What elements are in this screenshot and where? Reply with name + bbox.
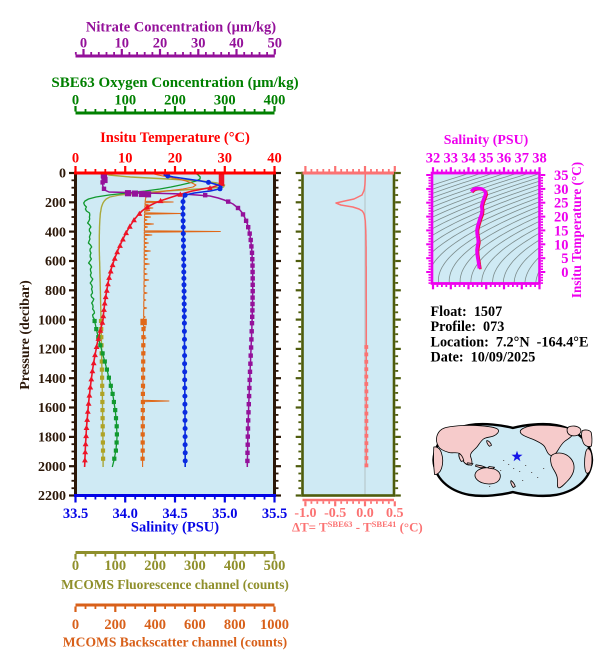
svg-text:Salinity (PSU): Salinity (PSU) xyxy=(131,520,219,536)
svg-text:MCOMS Backscatter channel (cou: MCOMS Backscatter channel (counts) xyxy=(63,635,287,651)
svg-text:34.5: 34.5 xyxy=(162,506,187,522)
svg-text:MCOMS Fluorescence channel (co: MCOMS Fluorescence channel (counts) xyxy=(61,577,289,592)
svg-text:200: 200 xyxy=(144,558,166,574)
svg-text:1000: 1000 xyxy=(260,617,289,633)
svg-text:100: 100 xyxy=(114,93,136,109)
svg-text:-1.0: -1.0 xyxy=(294,506,316,521)
svg-text:300: 300 xyxy=(214,93,236,109)
svg-text:0: 0 xyxy=(561,265,568,281)
svg-text:1600: 1600 xyxy=(38,401,66,416)
svg-text:35: 35 xyxy=(479,151,494,167)
svg-text:1000: 1000 xyxy=(38,313,66,328)
svg-text:300: 300 xyxy=(184,558,206,574)
svg-text:Salinity (PSU): Salinity (PSU) xyxy=(444,133,529,148)
svg-text:50: 50 xyxy=(268,36,283,52)
svg-text:400: 400 xyxy=(224,558,246,574)
svg-text:2200: 2200 xyxy=(38,489,66,504)
svg-text:2000: 2000 xyxy=(38,460,66,475)
svg-text:Insitu Temperature (°C): Insitu Temperature (°C) xyxy=(569,162,584,298)
svg-text:38: 38 xyxy=(532,151,547,167)
svg-text:800: 800 xyxy=(45,284,66,299)
svg-text:15: 15 xyxy=(554,223,569,239)
svg-text:25: 25 xyxy=(554,196,569,212)
svg-text:1200: 1200 xyxy=(38,343,66,358)
svg-text:400: 400 xyxy=(45,225,66,240)
svg-text:-0.5: -0.5 xyxy=(324,506,346,521)
svg-text:0: 0 xyxy=(72,558,79,574)
svg-text:400: 400 xyxy=(264,93,286,109)
svg-text:500: 500 xyxy=(264,558,286,574)
svg-text:0: 0 xyxy=(59,167,66,182)
svg-text:30: 30 xyxy=(191,36,206,52)
svg-text:32: 32 xyxy=(426,151,441,167)
svg-text:30: 30 xyxy=(554,182,569,198)
svg-text:35.5: 35.5 xyxy=(262,506,287,522)
svg-text:Pressure (decibar): Pressure (decibar) xyxy=(18,280,33,390)
svg-text:40: 40 xyxy=(267,151,282,167)
svg-text:600: 600 xyxy=(45,255,66,270)
svg-text:37: 37 xyxy=(515,151,530,167)
svg-text:SBE63 Oxygen Concentration (μm: SBE63 Oxygen Concentration (μm/kg) xyxy=(51,75,298,91)
svg-text:200: 200 xyxy=(164,93,186,109)
svg-text:0.5: 0.5 xyxy=(386,506,404,521)
svg-text:200: 200 xyxy=(45,196,66,211)
svg-text:36: 36 xyxy=(497,151,512,167)
svg-text:Nitrate Concentration (μm/kg): Nitrate Concentration (μm/kg) xyxy=(86,20,276,36)
svg-text:0.0: 0.0 xyxy=(356,506,374,521)
svg-text:Insitu Temperature (°C): Insitu Temperature (°C) xyxy=(100,130,250,146)
svg-text:10: 10 xyxy=(554,237,569,253)
svg-text:0: 0 xyxy=(72,617,79,633)
svg-text:ΔT= TSBE63 - TSBE41 (°C): ΔT= TSBE63 - TSBE41 (°C) xyxy=(292,519,423,534)
svg-text:Float: 1507: Float: 1507 xyxy=(431,304,503,320)
svg-text:Location: 7.2°N -164.4°E: Location: 7.2°N -164.4°E xyxy=(431,335,589,351)
svg-text:Date: 10/09/2025: Date: 10/09/2025 xyxy=(431,350,536,366)
svg-text:10: 10 xyxy=(115,36,130,52)
svg-text:35.0: 35.0 xyxy=(212,506,237,522)
svg-text:5: 5 xyxy=(561,251,568,267)
svg-text:10: 10 xyxy=(118,151,133,167)
svg-text:34: 34 xyxy=(461,151,476,167)
svg-text:33.5: 33.5 xyxy=(63,506,88,522)
svg-text:20: 20 xyxy=(168,151,183,167)
svg-text:34.0: 34.0 xyxy=(113,506,138,522)
svg-text:1800: 1800 xyxy=(38,431,66,446)
svg-text:600: 600 xyxy=(184,617,206,633)
svg-text:40: 40 xyxy=(229,36,244,52)
svg-text:30: 30 xyxy=(218,151,233,167)
svg-text:0: 0 xyxy=(72,151,79,167)
svg-text:200: 200 xyxy=(104,617,126,633)
svg-text:33: 33 xyxy=(444,151,459,167)
svg-text:0: 0 xyxy=(80,36,87,52)
svg-text:400: 400 xyxy=(144,617,166,633)
svg-text:100: 100 xyxy=(104,558,126,574)
svg-text:20: 20 xyxy=(554,210,569,226)
svg-text:800: 800 xyxy=(224,617,246,633)
svg-text:35: 35 xyxy=(554,168,569,184)
svg-text:Profile: 073: Profile: 073 xyxy=(431,319,505,335)
svg-text:0: 0 xyxy=(72,93,79,109)
svg-text:1400: 1400 xyxy=(38,372,66,387)
svg-text:20: 20 xyxy=(153,36,168,52)
